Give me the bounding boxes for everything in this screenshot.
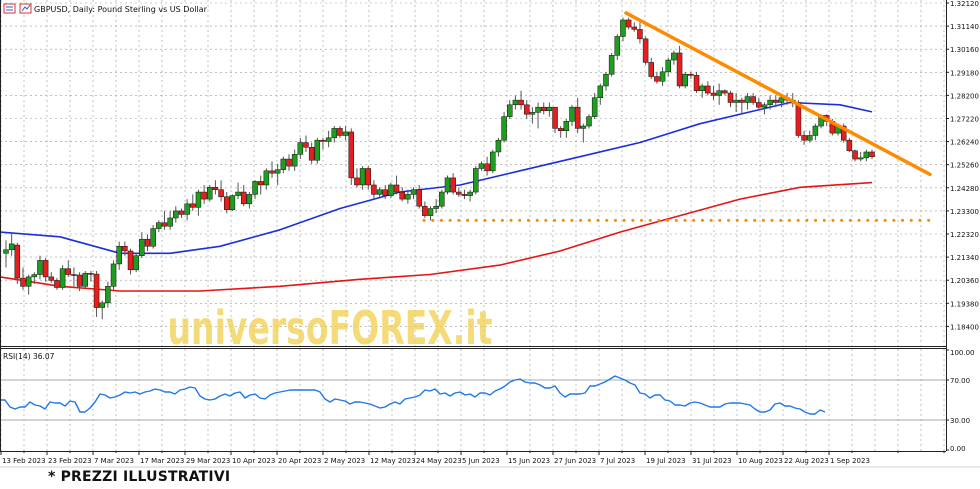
chart-canvas[interactable]: universoFOREX.it 1.321201.311401.301601.… [0, 0, 980, 466]
date-axis-label: 7 Mar 2023 [94, 457, 134, 465]
chart-list-icon[interactable] [3, 3, 16, 14]
date-axis-label: 29 Mar 2023 [186, 457, 230, 465]
chart-title: GBPUSD, Daily: Pound Sterling vs US Doll… [34, 5, 208, 14]
date-axis-label: 12 May 2023 [370, 457, 416, 465]
date-axis-label: 10 Apr 2023 [232, 457, 275, 465]
price-axis-label: 1.29180 [950, 69, 979, 77]
rsi-axis-label: 0.00 [950, 445, 966, 453]
price-axis-label: 1.21340 [950, 254, 979, 262]
chart-header: GBPUSD, Daily: Pound Sterling vs US Doll… [3, 3, 208, 14]
date-axis-label: 17 Mar 2023 [140, 457, 184, 465]
date-axis-label: 24 May 2023 [416, 457, 462, 465]
date-axis-label: 23 Feb 2023 [48, 457, 92, 465]
date-axis-label: 15 Jun 2023 [508, 457, 550, 465]
date-axis-label: 7 Jul 2023 [600, 457, 635, 465]
price-axis-label: 1.27220 [950, 116, 979, 124]
footer-disclaimer: * PREZZI ILLUSTRATIVI [48, 469, 231, 485]
separator [0, 466, 980, 468]
price-axis-label: 1.19380 [950, 300, 979, 308]
date-axis-label: 10 Aug 2023 [738, 457, 783, 465]
date-axis-label: 2 May 2023 [324, 457, 365, 465]
price-axis-label: 1.32120 [950, 0, 979, 8]
annotations [422, 11, 932, 222]
grid-lines [0, 0, 946, 451]
price-axis-label: 1.26240 [950, 139, 979, 147]
moving-average-blue [0, 101, 873, 255]
price-axis-label: 1.23300 [950, 208, 979, 216]
axes: 1.32120 1.31140 1.30160 1.29180 1.28200 1.272… [0, 0, 979, 465]
price-axis-label: 1.25260 [950, 162, 979, 170]
rsi-line [0, 375, 826, 415]
price-axis-label: 1.20360 [950, 277, 979, 285]
moving-average-red [0, 181, 873, 292]
price-axis-label: 1.30160 [950, 46, 979, 54]
date-axis-label: 13 Feb 2023 [2, 457, 46, 465]
candlesticks [3, 17, 875, 320]
date-axis-label: 31 Jul 2023 [692, 457, 732, 465]
chart-type-icon[interactable] [19, 3, 32, 14]
price-axis-label: 1.18400 [950, 323, 979, 331]
rsi-axis-label: 70.00 [950, 377, 970, 385]
date-axis-label: 19 Jul 2023 [646, 457, 686, 465]
price-axis-label: 1.31140 [950, 23, 979, 31]
rsi-label: RSI(14) 36.07 [3, 352, 55, 361]
rsi-axis-label: 30.00 [950, 417, 970, 425]
rsi-axis-label: 100.00 [950, 349, 975, 357]
date-axis-label: 27 Jun 2023 [554, 457, 596, 465]
chart-window: universoFOREX.it 1.32120 1.31140 1.30160 1.… [0, 0, 980, 466]
date-axis-label: 22 Aug 2023 [784, 457, 829, 465]
price-axis-label: 1.22320 [950, 231, 979, 239]
date-axis-label: 20 Apr 2023 [278, 457, 321, 465]
date-axis-label: 1 Sep 2023 [830, 457, 870, 465]
price-axis-label: 1.28200 [950, 92, 979, 100]
date-axis-label: 5 Jun 2023 [462, 457, 500, 465]
price-axis-label: 1.24280 [950, 185, 979, 193]
resistance-trendline[interactable] [624, 11, 932, 177]
